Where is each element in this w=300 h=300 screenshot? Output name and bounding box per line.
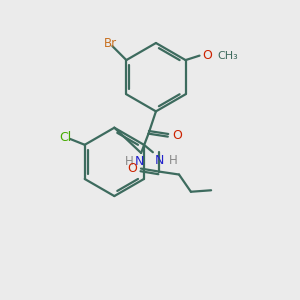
Text: O: O <box>202 49 212 62</box>
Text: O: O <box>172 129 182 142</box>
Text: N: N <box>154 154 164 167</box>
Text: H: H <box>125 155 134 168</box>
Text: Br: Br <box>103 37 117 50</box>
Text: Cl: Cl <box>59 131 71 144</box>
Text: N: N <box>135 155 144 168</box>
Text: O: O <box>128 162 138 175</box>
Text: H: H <box>169 154 178 167</box>
Text: CH₃: CH₃ <box>217 51 238 61</box>
